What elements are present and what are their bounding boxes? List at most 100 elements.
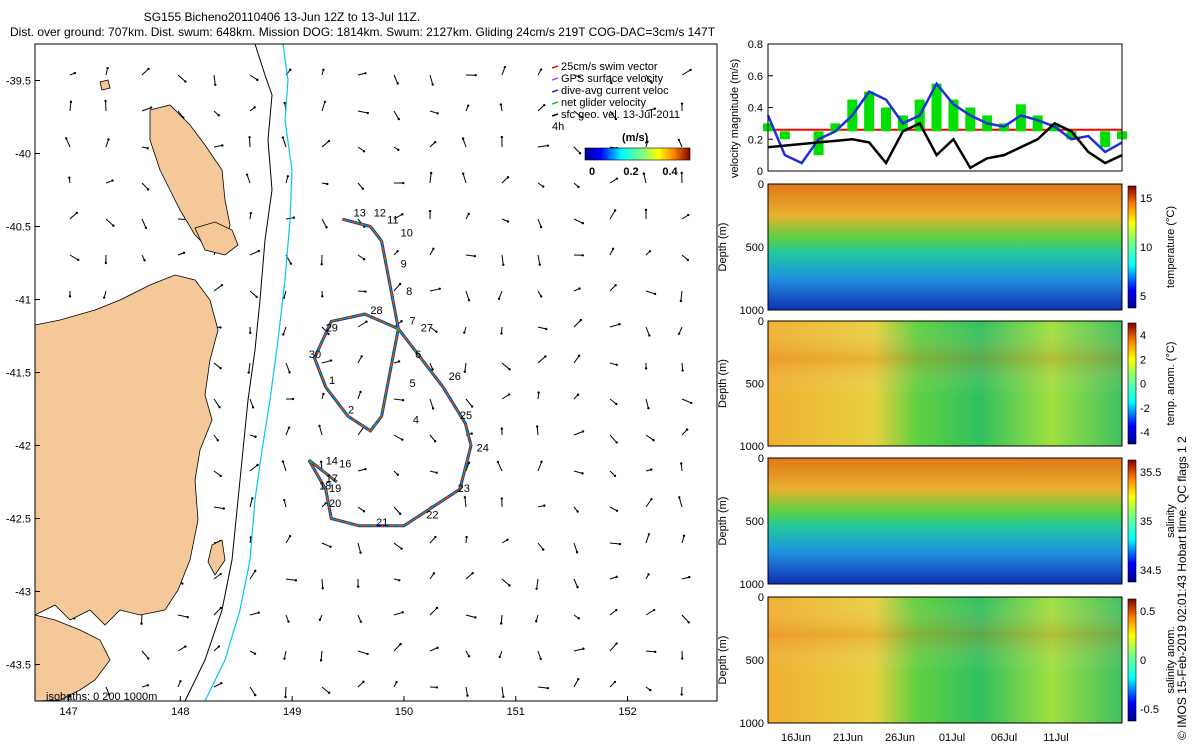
heatmap1-colorbar bbox=[1127, 185, 1137, 309]
sfc-vel-arrow-315 bbox=[681, 398, 692, 404]
sfc-vel-arrowhead-252 bbox=[546, 686, 550, 690]
heatmap3-ytick-500: 500 bbox=[746, 516, 764, 528]
sfc-vel-arrowhead-83 bbox=[216, 439, 220, 442]
sfc-vel-arrow-181 bbox=[429, 110, 438, 114]
sfc-vel-arrowhead-74 bbox=[217, 114, 220, 117]
sfc-vel-arrow-110 bbox=[282, 137, 287, 148]
sfc-vel-arrowhead-190 bbox=[431, 407, 435, 410]
sfc-vel-arrowhead-323 bbox=[681, 657, 684, 660]
sfc-vel-arrowhead-270 bbox=[577, 677, 580, 681]
sfc-vel-arrowhead-268 bbox=[577, 617, 580, 620]
velocity-y-ticks: 0 0.2 0.4 0.6 0.8 bbox=[748, 39, 773, 178]
map-ytick--42: -42 bbox=[15, 441, 31, 453]
vel-ytick-0: 0 bbox=[757, 166, 763, 178]
track-label-23: 23 bbox=[458, 483, 470, 495]
sfc-vel-arrow-102 bbox=[249, 498, 253, 508]
map-ytick--40.5: -40.5 bbox=[6, 222, 31, 234]
sfc-vel-arrowhead-241 bbox=[540, 295, 543, 298]
sfc-vel-arrowhead-261 bbox=[577, 354, 581, 358]
sfc-vel-arrowhead-296 bbox=[648, 334, 651, 337]
track-label-29: 29 bbox=[326, 323, 338, 335]
sfc-vel-arrowhead-19 bbox=[106, 66, 109, 70]
sfc-vel-arrowhead-185 bbox=[428, 209, 432, 213]
sfc-vel-arrowhead-52 bbox=[140, 622, 143, 625]
depth-section-panels: 0 500 1000 Depth (m) 15 10 5 temperature (°C) 0 5… bbox=[717, 179, 1177, 744]
track-label-1: 1 bbox=[329, 375, 335, 387]
sfc-vel-arrow-183 bbox=[429, 173, 432, 184]
sfc-vel-arrowhead-199 bbox=[474, 74, 477, 77]
sfc-vel-arrow-93 bbox=[246, 174, 251, 184]
sfc-vel-arrowhead-203 bbox=[467, 212, 470, 216]
map-ytick--42.5: -42.5 bbox=[6, 514, 31, 526]
map-xtick-151: 151 bbox=[507, 706, 525, 718]
track-label-12: 12 bbox=[374, 207, 386, 219]
sfc-vel-arrowhead-310 bbox=[680, 171, 683, 175]
sfc-vel-arrowhead-36 bbox=[107, 693, 111, 696]
colorbar-title: (m/s) bbox=[622, 132, 649, 144]
heatmap3-cbtick-34.5: 34.5 bbox=[1140, 565, 1161, 577]
net-vel-bar-6 bbox=[864, 91, 875, 132]
sfc-vel-arrow-263 bbox=[573, 470, 583, 474]
sfc-vel-arrow-190 bbox=[429, 434, 436, 442]
sfc-vel-arrowhead-198 bbox=[435, 686, 439, 689]
sfc-vel-arrow-157 bbox=[357, 542, 362, 553]
sfc-vel-arrow-259 bbox=[573, 319, 582, 328]
net-vel-bar-7 bbox=[881, 107, 891, 132]
sfc-vel-arrowhead-92 bbox=[253, 106, 256, 109]
track-label-21: 21 bbox=[376, 517, 388, 529]
sfc-vel-arrow-285 bbox=[609, 609, 617, 616]
legend-gps-label: GPS surface velocity bbox=[561, 73, 664, 85]
velocity-ylabel: velocity magnitude (m/s) bbox=[729, 59, 741, 178]
sfc-vel-arrowhead-142 bbox=[318, 618, 322, 621]
sfc-vel-arrowhead-122 bbox=[288, 535, 292, 538]
sfc-vel-arrowhead-89 bbox=[217, 645, 221, 648]
sfc-vel-arrowhead-306 bbox=[649, 688, 652, 692]
sfc-vel-arrowhead-259 bbox=[578, 287, 581, 290]
map-xtick-149: 149 bbox=[283, 706, 301, 718]
sfc-vel-arrow-107 bbox=[249, 686, 256, 696]
sfc-vel-arrow-318 bbox=[678, 497, 683, 508]
map-xtick-150: 150 bbox=[395, 706, 413, 718]
velocity-panel: 0 0.2 0.4 0.6 0.8 velocity magnitude (m/s) bbox=[729, 39, 1127, 178]
sfc-vel-arrowhead-3 bbox=[64, 137, 68, 140]
sfc-vel-arrowhead-25 bbox=[102, 296, 106, 299]
sfc-vel-arrow-72 bbox=[213, 74, 216, 85]
heatmap2-ytick-500: 500 bbox=[746, 379, 764, 391]
sfc-vel-arrowhead-204 bbox=[473, 254, 476, 258]
track-label-7: 7 bbox=[410, 315, 416, 327]
sfc-vel-arrow-273 bbox=[609, 178, 618, 184]
sfc-vel-arrowhead-108 bbox=[254, 693, 257, 697]
vel-ytick-0.4: 0.4 bbox=[748, 103, 763, 115]
sfc-vel-arrow-189 bbox=[429, 398, 434, 409]
sfc-vel-arrow-231 bbox=[500, 614, 503, 624]
map-xtick-148: 148 bbox=[171, 706, 189, 718]
net-vel-bar-18 bbox=[1066, 131, 1077, 140]
sfc-vel-arrowhead-140 bbox=[329, 545, 332, 549]
sfc-vel-arrowhead-143 bbox=[319, 659, 323, 662]
track-label-25: 25 bbox=[460, 410, 472, 422]
sfc-vel-arrowhead-145 bbox=[364, 72, 367, 75]
heatmap3-colorbar bbox=[1127, 459, 1137, 583]
sfc-vel-arrow-55 bbox=[177, 110, 184, 118]
sfc-vel-arrowhead-264 bbox=[581, 472, 584, 475]
heatmap4-cblabel: salinity anom. bbox=[1165, 626, 1177, 693]
sfc-vel-arrow-160 bbox=[357, 650, 368, 655]
sfc-vel-arrowhead-131 bbox=[325, 226, 328, 229]
sfc-vel-arrowhead-107 bbox=[253, 652, 257, 655]
sfc-vel-arrowhead-157 bbox=[362, 510, 366, 513]
sfc-vel-arrow-2 bbox=[65, 138, 71, 148]
sfc-vel-arrowhead-118 bbox=[291, 397, 295, 401]
sfc-vel-arrowhead-313 bbox=[679, 299, 683, 303]
map-ytick--43: -43 bbox=[15, 587, 31, 599]
sfc-vel-arrowhead-311 bbox=[687, 213, 690, 217]
time-xtick-01Jul: 01Jul bbox=[939, 732, 965, 744]
sfc-vel-arrow-212 bbox=[465, 572, 473, 580]
sfc-vel-arrowhead-153 bbox=[360, 355, 363, 358]
sfc-vel-arrowhead-189 bbox=[431, 368, 434, 371]
sfc-vel-arrowhead-266 bbox=[575, 550, 579, 554]
sfc-vel-arrow-319 bbox=[681, 535, 685, 544]
sfc-vel-arrow-151 bbox=[357, 321, 367, 328]
sfc-vel-arrow-1 bbox=[69, 101, 72, 112]
track-net-line bbox=[308, 218, 472, 527]
sfc-vel-arrowhead-265 bbox=[576, 510, 579, 513]
